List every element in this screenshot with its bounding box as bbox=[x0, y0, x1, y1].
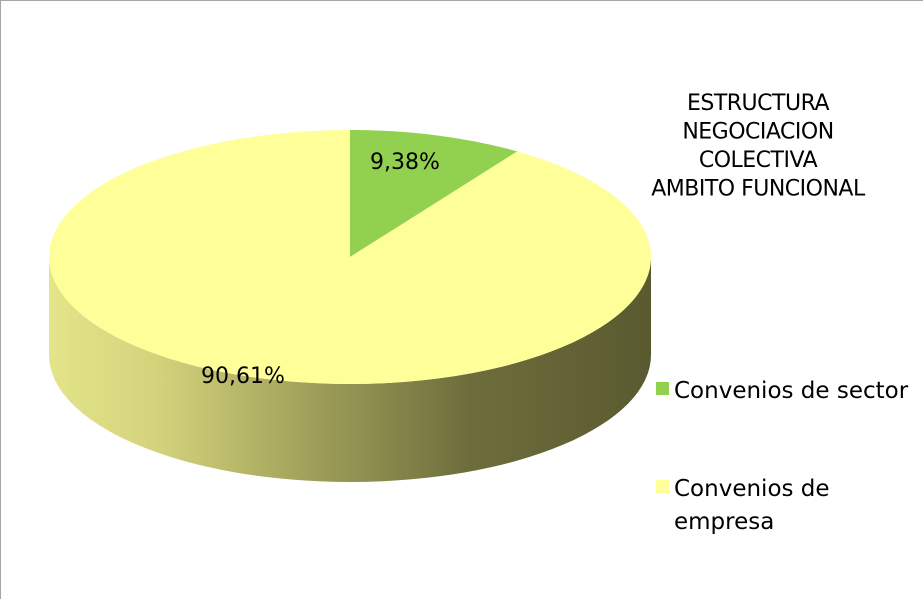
chart-title: ESTRUCTURA NEGOCIACION COLECTIVA AMBITO FUN… bbox=[651, 91, 866, 202]
pie-slice-convenios-de-empresa bbox=[49, 130, 652, 384]
chart-title-line-0: ESTRUCTURA bbox=[687, 91, 829, 116]
legend-label-1-1: empresa bbox=[674, 509, 774, 535]
chart-title-line-2: COLECTIVA bbox=[699, 148, 818, 173]
data-label-0: 9,38% bbox=[370, 150, 440, 175]
legend-item-0: Convenios de sector bbox=[656, 378, 909, 404]
pie-side-wall bbox=[49, 257, 651, 482]
legend-swatch-0 bbox=[656, 382, 669, 395]
legend-item-1: Convenios de empresa bbox=[656, 476, 830, 535]
pie-slice-convenios-de-sector bbox=[350, 130, 518, 257]
pie-group: 9,38% 90,61% bbox=[49, 130, 652, 482]
data-label-1: 90,61% bbox=[201, 364, 285, 389]
legend-swatch-1 bbox=[656, 480, 669, 493]
legend-label-1-0: Convenios de bbox=[674, 476, 830, 502]
chart-title-line-3: AMBITO FUNCIONAL bbox=[651, 177, 866, 202]
legend: Convenios de sector Convenios de empresa bbox=[656, 378, 909, 535]
chart-title-line-1: NEGOCIACION bbox=[682, 120, 833, 145]
legend-label-0-0: Convenios de sector bbox=[674, 378, 909, 404]
